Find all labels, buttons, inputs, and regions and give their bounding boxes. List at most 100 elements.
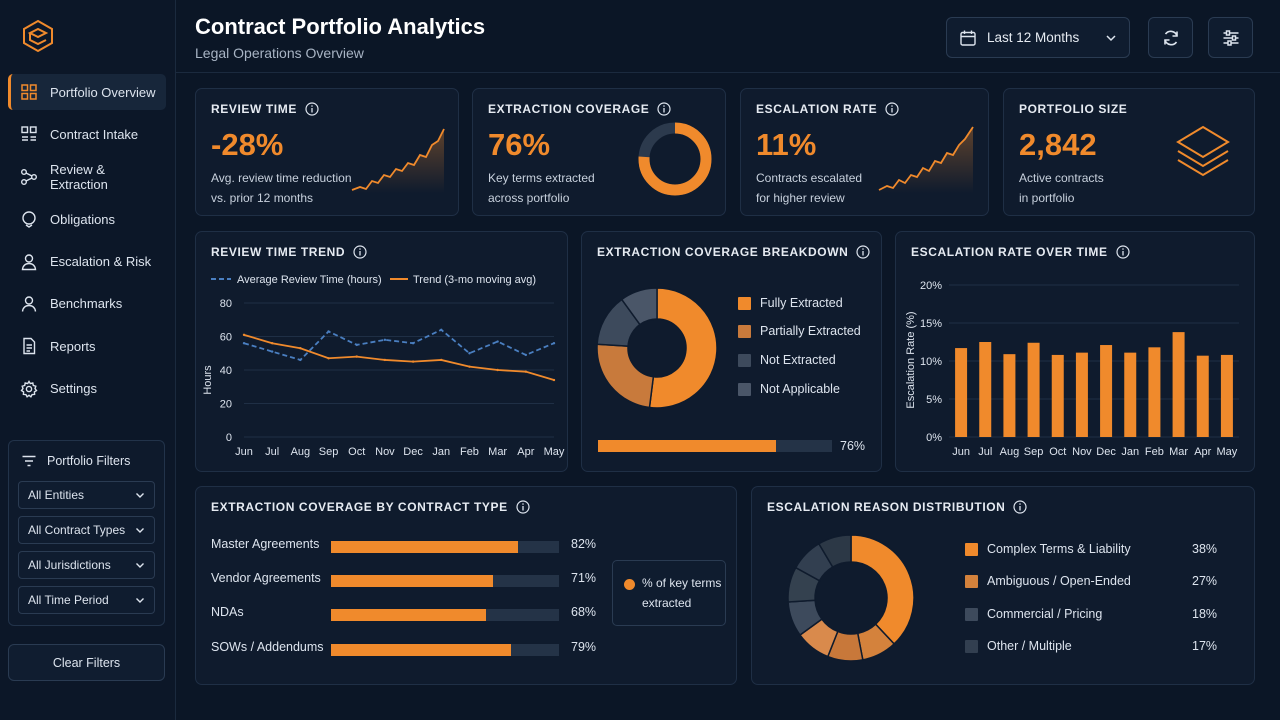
date-range-value: Last 12 Months — [987, 30, 1080, 45]
x-tick-label: Jul — [978, 446, 992, 458]
info-icon[interactable] — [657, 102, 672, 116]
escalation-reason-donut — [787, 534, 915, 662]
avg-point — [299, 358, 302, 362]
kpi-extraction-coverage-card: EXTRACTION COVERAGE 76% Key terms extrac… — [472, 88, 726, 216]
legend-item: Fully Extracted — [738, 296, 843, 310]
info-icon[interactable] — [516, 500, 530, 514]
y-tick-label: 20 — [220, 399, 232, 411]
x-tick-label: Jan — [1121, 446, 1139, 458]
refresh-button[interactable] — [1148, 17, 1193, 58]
review-time-sparkline — [351, 128, 445, 193]
x-tick-label: Apr — [517, 446, 534, 458]
kpi-title: PORTFOLIO SIZE — [1019, 102, 1127, 116]
kpi-title-text: PORTFOLIO SIZE — [1019, 102, 1128, 116]
escalation-bar — [1196, 355, 1209, 437]
legend-label: Complex Terms & Liability — [987, 542, 1131, 556]
donut-slice — [648, 287, 718, 409]
chevron-down-icon — [136, 528, 144, 533]
x-tick-label: Jun — [235, 446, 253, 458]
escalation-bar — [1051, 354, 1064, 437]
info-icon[interactable] — [1013, 500, 1028, 514]
date-range-dropdown[interactable]: Last 12 Months — [946, 17, 1130, 58]
kpi-review-time-card: REVIEW TIME -28% Avg. review time reduct… — [195, 88, 459, 216]
avg-point — [270, 350, 274, 353]
sidebar-item-label: Escalation & Risk — [50, 254, 152, 270]
legend-item: Ambiguous / Open-Ended — [965, 574, 1131, 588]
gear-icon — [20, 379, 38, 398]
card-title: ESCALATION REASON DISTRIBUTION — [767, 500, 1028, 514]
time-period-select[interactable]: All Time Period — [18, 586, 155, 614]
clear-filters-button[interactable]: Clear Filters — [8, 644, 165, 681]
sidebar-item-obligations[interactable]: Obligations — [8, 201, 166, 237]
jurisdiction-select[interactable]: All Jurisdictions — [18, 551, 155, 579]
sidebar-item-review-extraction[interactable]: Review & Extraction — [8, 159, 166, 195]
kpi-portfolio-size-card: PORTFOLIO SIZE 2,842 Active contracts in… — [1003, 88, 1255, 216]
info-icon[interactable] — [1115, 245, 1130, 259]
escalation-reason-distribution-card: ESCALATION REASON DISTRIBUTION Complex T… — [751, 486, 1255, 685]
trend-point — [299, 347, 302, 350]
filter-icon — [22, 455, 36, 467]
x-tick-label: Jan — [432, 446, 450, 458]
x-tick-label: Apr — [1194, 446, 1211, 458]
donut-slice — [596, 343, 655, 409]
grid-icon — [21, 84, 37, 100]
filters-title: Portfolio Filters — [47, 454, 131, 468]
x-tick-label: Oct — [348, 446, 365, 458]
donut-slice — [817, 534, 852, 569]
kpi-desc-line: vs. prior 12 months — [211, 191, 314, 205]
trend-point — [270, 342, 274, 345]
legend-label: Not Extracted — [760, 353, 836, 367]
contract-type-label: Vendor Agreements — [211, 571, 321, 585]
chevron-down-icon — [136, 563, 144, 568]
escalation-bar-chart: Escalation Rate (%) 0% 5% 10% 15% 20% Jun Jul A… — [905, 280, 1239, 458]
y-tick-label: 40 — [220, 365, 232, 377]
trend-point — [383, 358, 387, 362]
info-icon[interactable] — [885, 102, 899, 116]
chevron-down-icon — [136, 598, 144, 603]
coverage-ring — [638, 122, 712, 196]
escalation-bar — [1172, 332, 1185, 437]
x-tick-label: Mar — [1169, 446, 1188, 458]
sidebar-item-label: Obligations — [50, 211, 116, 227]
sidebar-item-reports[interactable]: Reports — [8, 328, 166, 364]
sidebar-item-portfolio-overview[interactable]: Portfolio Overview — [8, 74, 166, 110]
sidebar-item-contract-intake[interactable]: Contract Intake — [8, 116, 166, 152]
y-tick-label: 5% — [926, 394, 942, 406]
kpi-title-text: EXTRACTION COVERAGE — [488, 102, 650, 116]
sidebar: Portfolio Overview Contract Intake Revie… — [0, 0, 176, 720]
legend-label: Fully Extracted — [760, 296, 843, 310]
sidebar-item-settings[interactable]: Settings — [8, 371, 166, 407]
legend-label: Commercial / Pricing — [987, 607, 1103, 621]
kpi-title: REVIEW TIME — [211, 102, 319, 116]
sidebar-item-label: Settings — [50, 381, 97, 397]
filter-settings-button[interactable] — [1208, 17, 1253, 58]
avg-point — [327, 330, 330, 333]
avg-point — [468, 352, 471, 355]
legend-label: Not Applicable — [760, 382, 840, 396]
legend-item: Partially Extracted — [738, 324, 861, 338]
info-icon[interactable] — [856, 245, 871, 259]
chevron-down-icon — [136, 493, 144, 498]
card-title-text: EXTRACTION COVERAGE BREAKDOWN — [597, 245, 849, 259]
sidebar-item-benchmarks[interactable]: Benchmarks — [8, 286, 166, 322]
kpi-title: ESCALATION RATE — [756, 102, 899, 116]
contract-type-label: Master Agreements — [211, 537, 320, 551]
x-tick-label: Nov — [1072, 446, 1092, 458]
ring-fill — [638, 122, 712, 196]
info-icon[interactable] — [305, 102, 319, 116]
workflow-icon — [21, 168, 37, 185]
contract-type-select[interactable]: All Contract Types — [18, 516, 155, 544]
y-tick-label: 20% — [920, 280, 942, 292]
entity-select[interactable]: All Entities — [18, 481, 155, 509]
sidebar-item-escalation-risk[interactable]: Escalation & Risk — [8, 244, 166, 280]
time-period-select-value: All Time Period — [28, 593, 109, 607]
legend-swatch — [738, 296, 751, 310]
avg-point — [242, 342, 246, 345]
info-icon[interactable] — [353, 245, 367, 259]
legend-swatch — [965, 542, 978, 556]
x-tick-label: Aug — [291, 446, 311, 458]
card-title: EXTRACTION COVERAGE BREAKDOWN — [597, 245, 871, 259]
chevron-down-icon — [1106, 34, 1116, 41]
escalation-bar — [1100, 345, 1113, 437]
document-icon — [23, 338, 36, 355]
